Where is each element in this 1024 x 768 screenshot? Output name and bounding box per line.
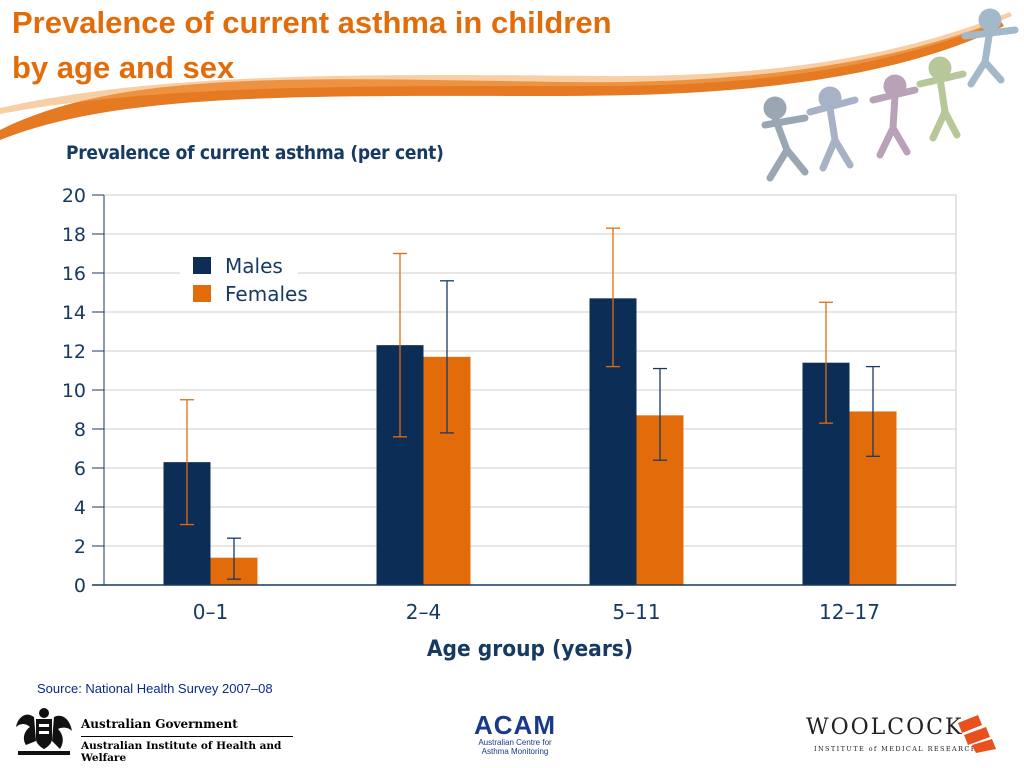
logo-divider xyxy=(81,736,293,737)
x-axis-label: Age group (years) xyxy=(427,635,633,661)
y-tick-label: 0 xyxy=(74,575,86,597)
chart-axes: 0 2 4 6 8 10 12 14 16 18 20 0–1 2–4 5–11 12–17 xyxy=(62,185,956,624)
y-tick-label: 12 xyxy=(62,341,86,363)
coat-of-arms-icon xyxy=(16,708,72,755)
chart-error-bars xyxy=(180,227,880,580)
woolcock-mark-icon xyxy=(958,715,996,753)
gov-name: Australian Government xyxy=(81,717,238,731)
slide-title-line-2: by age and sex xyxy=(12,50,235,85)
y-tick-label: 4 xyxy=(74,497,86,519)
y-tick-label: 14 xyxy=(62,302,86,324)
chart-bars xyxy=(163,298,897,585)
acam-logo: ACAM Australian Centre for Asthma Monito… xyxy=(460,712,570,762)
acam-name: ACAM xyxy=(474,710,556,740)
legend-swatch-females xyxy=(193,285,211,302)
aihw-name: Australian Institute of Health and Welfa… xyxy=(81,740,282,764)
y-tick-label: 8 xyxy=(74,419,86,441)
x-tick-label: 0–1 xyxy=(193,600,228,624)
acam-subtitle-line-2: Asthma Monitoring xyxy=(481,747,549,756)
bar-chart: 0 2 4 6 8 10 12 14 16 18 20 0–1 2–4 5–11 12–17 Males Fe… xyxy=(62,185,957,661)
legend-label-males: Males xyxy=(225,254,283,278)
source-note: Source: National Health Survey 2007–08 xyxy=(37,681,273,696)
woolcock-name: WOOLCOCK xyxy=(806,715,964,740)
aihw-logo: Australian Government Australian Institu… xyxy=(12,705,302,764)
slide-title: Prevalence of current asthma in children… xyxy=(12,0,612,90)
chart-title: Prevalence of current asthma (per cent) xyxy=(66,142,444,164)
slide-title-line-1: Prevalence of current asthma in children xyxy=(12,5,612,40)
y-tick-label: 2 xyxy=(74,536,86,558)
decorative-swoosh xyxy=(0,12,1012,140)
legend-swatch-males xyxy=(193,257,211,274)
x-tick-label: 5–11 xyxy=(612,600,660,624)
x-tick-label: 2–4 xyxy=(406,600,441,624)
y-tick-label: 18 xyxy=(62,224,86,246)
woolcock-subtitle: INSTITUTE of MEDICAL RESEARCH xyxy=(814,745,978,753)
x-tick-label: 12–17 xyxy=(819,600,880,624)
acam-subtitle-line-1: Australian Centre for xyxy=(478,738,552,747)
y-tick-label: 10 xyxy=(62,380,86,402)
y-tick-label: 16 xyxy=(62,263,86,285)
woolcock-logo: WOOLCOCK INSTITUTE of MEDICAL RESEARCH xyxy=(806,713,1006,758)
chart-legend: Males Females xyxy=(180,250,308,310)
legend-label-females: Females xyxy=(225,282,308,306)
y-tick-label: 6 xyxy=(74,458,86,480)
y-tick-label: 20 xyxy=(62,185,86,207)
dancing-figures-illustration xyxy=(761,8,1019,182)
